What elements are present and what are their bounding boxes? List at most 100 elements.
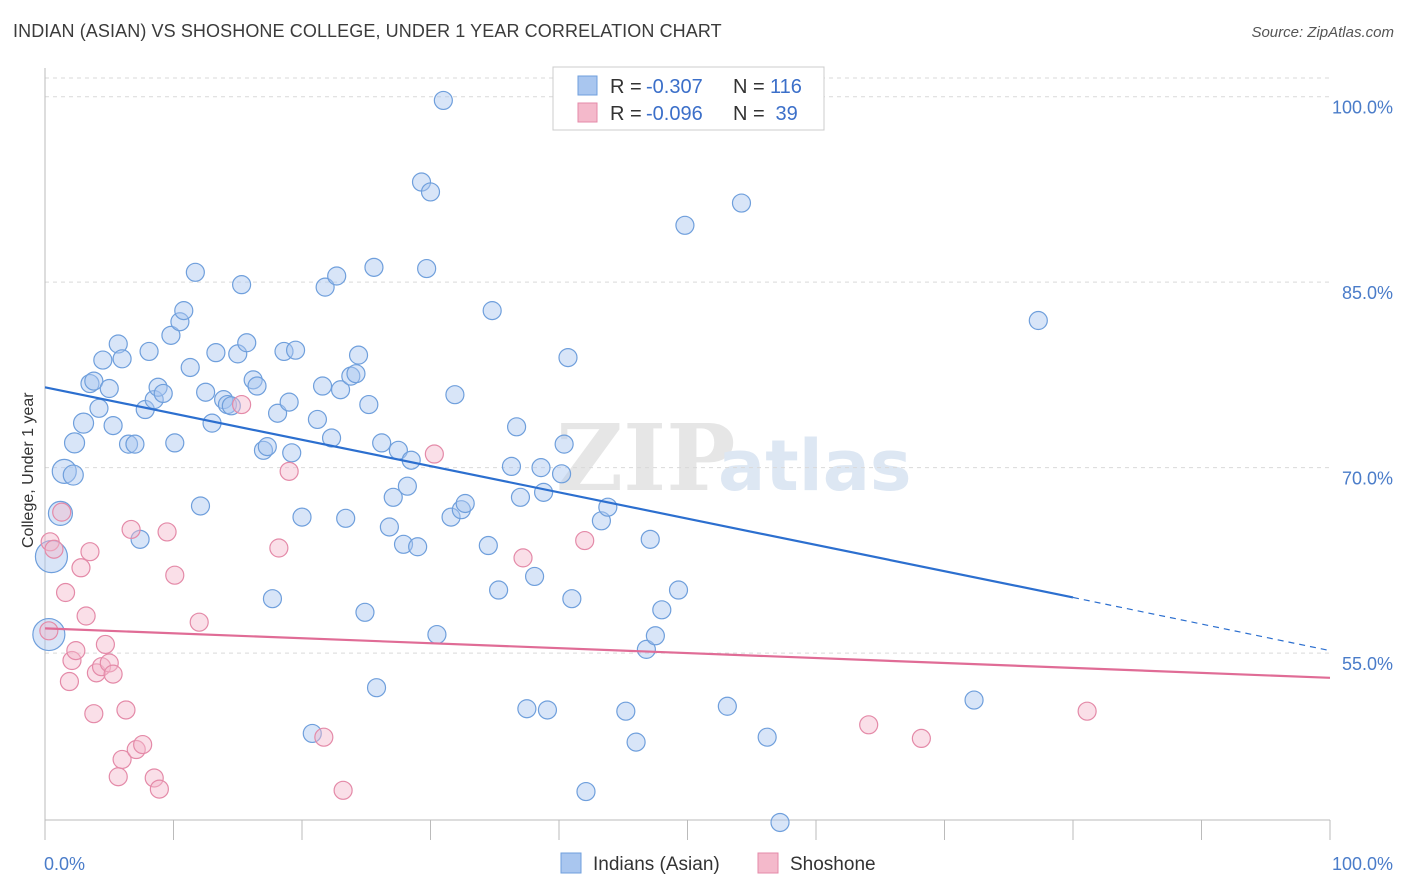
indians-point-38 bbox=[237, 333, 257, 353]
y-tick-label-3: 100.0% bbox=[1332, 98, 1393, 118]
indians-point-10 bbox=[93, 350, 113, 370]
correlation-legend: R = -0.307 N = 116 R = -0.096 N = 39 bbox=[552, 66, 825, 131]
indians-point-32 bbox=[206, 343, 226, 363]
shoshone-point-18 bbox=[112, 749, 132, 770]
indians-point-53 bbox=[315, 277, 335, 297]
indians-point-55 bbox=[327, 266, 347, 286]
shoshone-point-37 bbox=[911, 728, 931, 749]
indians-point-104 bbox=[645, 626, 665, 646]
shoshone-point-38 bbox=[1077, 701, 1097, 721]
indians-point-95 bbox=[558, 348, 578, 368]
shoshone-point-19 bbox=[116, 700, 136, 720]
shoshone-point-4 bbox=[55, 582, 76, 603]
indians-point-76 bbox=[427, 624, 447, 645]
indians-point-6 bbox=[72, 412, 95, 434]
indians-point-86 bbox=[506, 417, 527, 437]
indians-point-23 bbox=[161, 325, 181, 345]
indians-point-97 bbox=[576, 781, 596, 802]
indians-point-58 bbox=[341, 366, 361, 386]
shoshone-point-9 bbox=[76, 606, 96, 626]
shoshone-point-8 bbox=[71, 558, 91, 578]
shoshone-point-0 bbox=[39, 621, 59, 641]
bottom-legend-swatch-pink bbox=[757, 852, 779, 874]
indians-point-111 bbox=[770, 812, 790, 833]
indians-point-59 bbox=[346, 364, 366, 384]
shoshone-point-12 bbox=[86, 663, 107, 683]
legend-r-label-2: R = bbox=[610, 103, 642, 125]
indians-point-75 bbox=[420, 182, 441, 202]
shoshone-point-35 bbox=[575, 530, 595, 551]
shoshone-point-14 bbox=[95, 634, 115, 655]
indians-point-43 bbox=[262, 589, 283, 609]
legend-swatch-pink bbox=[577, 102, 598, 123]
indians-point-37 bbox=[232, 275, 252, 295]
indians-point-108 bbox=[717, 696, 737, 716]
indians-point-11 bbox=[99, 378, 119, 399]
indians-point-63 bbox=[364, 257, 384, 277]
indians-point-77 bbox=[433, 90, 453, 111]
indians-point-12 bbox=[103, 416, 123, 436]
indians-point-44 bbox=[267, 403, 288, 423]
indians-point-101 bbox=[626, 732, 646, 752]
indians-point-13 bbox=[108, 334, 128, 354]
y-tick-label-1: 70.0% bbox=[1342, 469, 1393, 489]
indians-point-105 bbox=[652, 600, 672, 620]
indians-point-79 bbox=[445, 385, 465, 405]
indians-point-5 bbox=[63, 432, 86, 454]
source-label: Source: ZipAtlas.com bbox=[1251, 24, 1394, 41]
indians-point-27 bbox=[180, 357, 200, 378]
legend-r-value-2: -0.096 bbox=[646, 103, 703, 125]
indians-point-61 bbox=[355, 602, 375, 622]
indians-point-112 bbox=[964, 690, 984, 710]
trend-line-shoshone bbox=[44, 627, 1331, 679]
shoshone-point-11 bbox=[84, 704, 104, 724]
indians-point-9 bbox=[89, 398, 109, 418]
legend-r-label-1: R = bbox=[610, 76, 642, 98]
indians-point-47 bbox=[282, 443, 302, 463]
shoshone-point-29 bbox=[269, 538, 289, 558]
indians-point-56 bbox=[330, 380, 351, 400]
series-indians-asian bbox=[32, 90, 1048, 833]
watermark-atlas: atlas bbox=[718, 425, 912, 507]
indians-point-72 bbox=[408, 537, 428, 557]
y-tick-label-0: 55.0% bbox=[1342, 654, 1393, 674]
indians-point-88 bbox=[517, 699, 537, 719]
legend-r-value-1: -0.307 bbox=[646, 76, 703, 98]
legend-n-value-2: 39 bbox=[770, 103, 798, 125]
bottom-legend-indians: Indians (Asian) bbox=[593, 854, 720, 875]
indians-point-64 bbox=[366, 678, 387, 698]
indians-point-94 bbox=[554, 434, 574, 454]
indians-point-78 bbox=[441, 507, 461, 527]
indians-point-41 bbox=[253, 440, 274, 460]
shoshone-point-28 bbox=[232, 394, 252, 415]
shoshone-point-34 bbox=[513, 548, 533, 568]
x-tick-label-1: 100.0% bbox=[1332, 854, 1393, 874]
watermark-zip: ZIP bbox=[556, 404, 735, 512]
x-tick-label-0: 0.0% bbox=[44, 854, 85, 874]
indians-point-89 bbox=[524, 566, 545, 587]
indians-point-29 bbox=[190, 496, 211, 516]
grid-lines bbox=[45, 77, 1330, 654]
y-tick-label-2: 85.0% bbox=[1342, 283, 1393, 303]
indians-point-48 bbox=[285, 340, 306, 360]
shoshone-point-17 bbox=[108, 767, 128, 787]
indians-point-81 bbox=[455, 493, 475, 514]
shoshone-point-16 bbox=[103, 664, 123, 684]
indians-point-107 bbox=[675, 215, 695, 235]
shoshone-point-5 bbox=[59, 671, 80, 692]
indians-point-19 bbox=[139, 341, 159, 362]
legend-n-value-1: 116 bbox=[770, 76, 802, 98]
indians-point-25 bbox=[170, 312, 190, 332]
shoshone-point-31 bbox=[314, 727, 334, 747]
shoshone-point-15 bbox=[99, 653, 119, 673]
indians-point-91 bbox=[533, 482, 554, 502]
shoshone-point-7 bbox=[66, 641, 86, 661]
shoshone-point-24 bbox=[149, 779, 169, 799]
indians-point-26 bbox=[174, 301, 194, 321]
indians-point-8 bbox=[84, 371, 104, 391]
indians-point-92 bbox=[537, 700, 558, 720]
shoshone-point-22 bbox=[133, 734, 153, 755]
indians-point-40 bbox=[247, 376, 267, 396]
y-tick-labels: 55.0% 70.0% 85.0% 100.0% bbox=[1332, 98, 1393, 674]
indians-point-50 bbox=[302, 723, 322, 744]
